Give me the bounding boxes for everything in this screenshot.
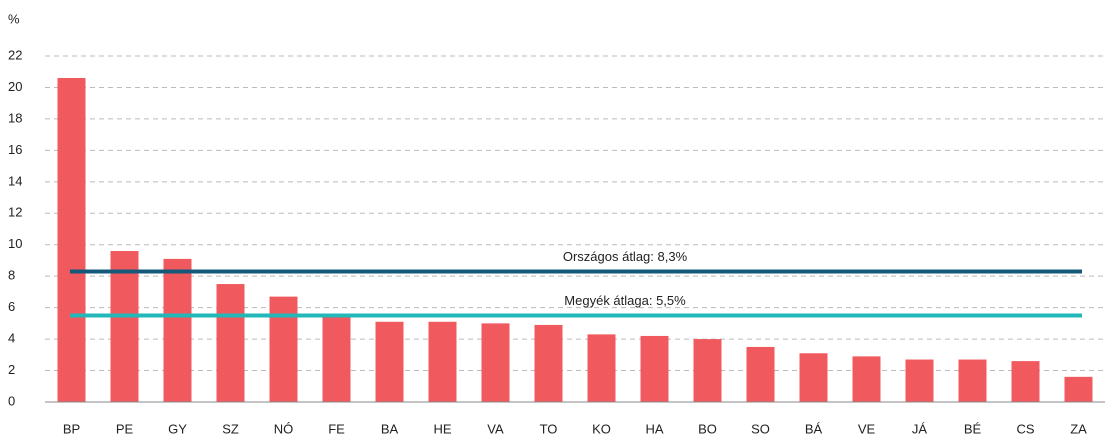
x-tick-label: GY [168, 421, 187, 436]
bar [481, 323, 510, 402]
bar [110, 251, 139, 402]
y-tick-label: 0 [8, 393, 15, 408]
bar [57, 78, 86, 402]
x-tick-label: VE [858, 421, 876, 436]
y-tick-label: 18 [8, 110, 22, 125]
bar [1011, 361, 1040, 402]
y-tick-label: 16 [8, 142, 22, 157]
bar [1064, 376, 1093, 402]
bar [269, 296, 298, 402]
x-tick-label: PE [116, 421, 134, 436]
x-tick-label: VA [487, 421, 504, 436]
x-tick-label: HA [645, 421, 663, 436]
bar [905, 359, 934, 402]
bar [587, 334, 616, 402]
x-tick-label: HE [433, 421, 451, 436]
x-tick-label: JÁ [912, 421, 928, 436]
x-tick-label: CS [1016, 421, 1034, 436]
x-tick-label: BÉ [964, 421, 982, 436]
y-tick-label: 8 [8, 268, 15, 283]
y-tick-label: 10 [8, 236, 22, 251]
bar [799, 353, 828, 402]
bar [534, 324, 563, 402]
bar [375, 321, 404, 402]
reference-label: Országos átlag: 8,3% [563, 249, 688, 264]
x-tick-label: BP [63, 421, 80, 436]
x-tick-label: SO [751, 421, 770, 436]
bar [322, 317, 351, 402]
y-tick-label: 20 [8, 79, 22, 94]
y-tick-label: 2 [8, 362, 15, 377]
x-tick-label: BO [698, 421, 717, 436]
x-tick-label: BÁ [805, 421, 823, 436]
y-tick-label: 4 [8, 331, 15, 346]
x-tick-label: BA [381, 421, 399, 436]
bar [163, 258, 192, 402]
x-tick-label: NÓ [274, 421, 294, 436]
bar [852, 356, 881, 402]
y-tick-label: 14 [8, 173, 22, 188]
x-tick-label: TO [540, 421, 558, 436]
bar [746, 346, 775, 402]
bar [693, 339, 722, 402]
y-unit: % [8, 11, 20, 26]
x-tick-label: ZA [1070, 421, 1087, 436]
x-tick-label: KO [592, 421, 611, 436]
reference-label: Megyék átlaga: 5,5% [564, 293, 686, 308]
x-tick-label: SZ [222, 421, 239, 436]
y-tick-label: 6 [8, 299, 15, 314]
bar [216, 284, 245, 402]
bar [428, 321, 457, 402]
y-tick-label: 12 [8, 205, 22, 220]
x-tick-label: FE [328, 421, 345, 436]
bar [640, 335, 669, 402]
bar [958, 359, 987, 402]
y-tick-label: 22 [8, 47, 22, 62]
